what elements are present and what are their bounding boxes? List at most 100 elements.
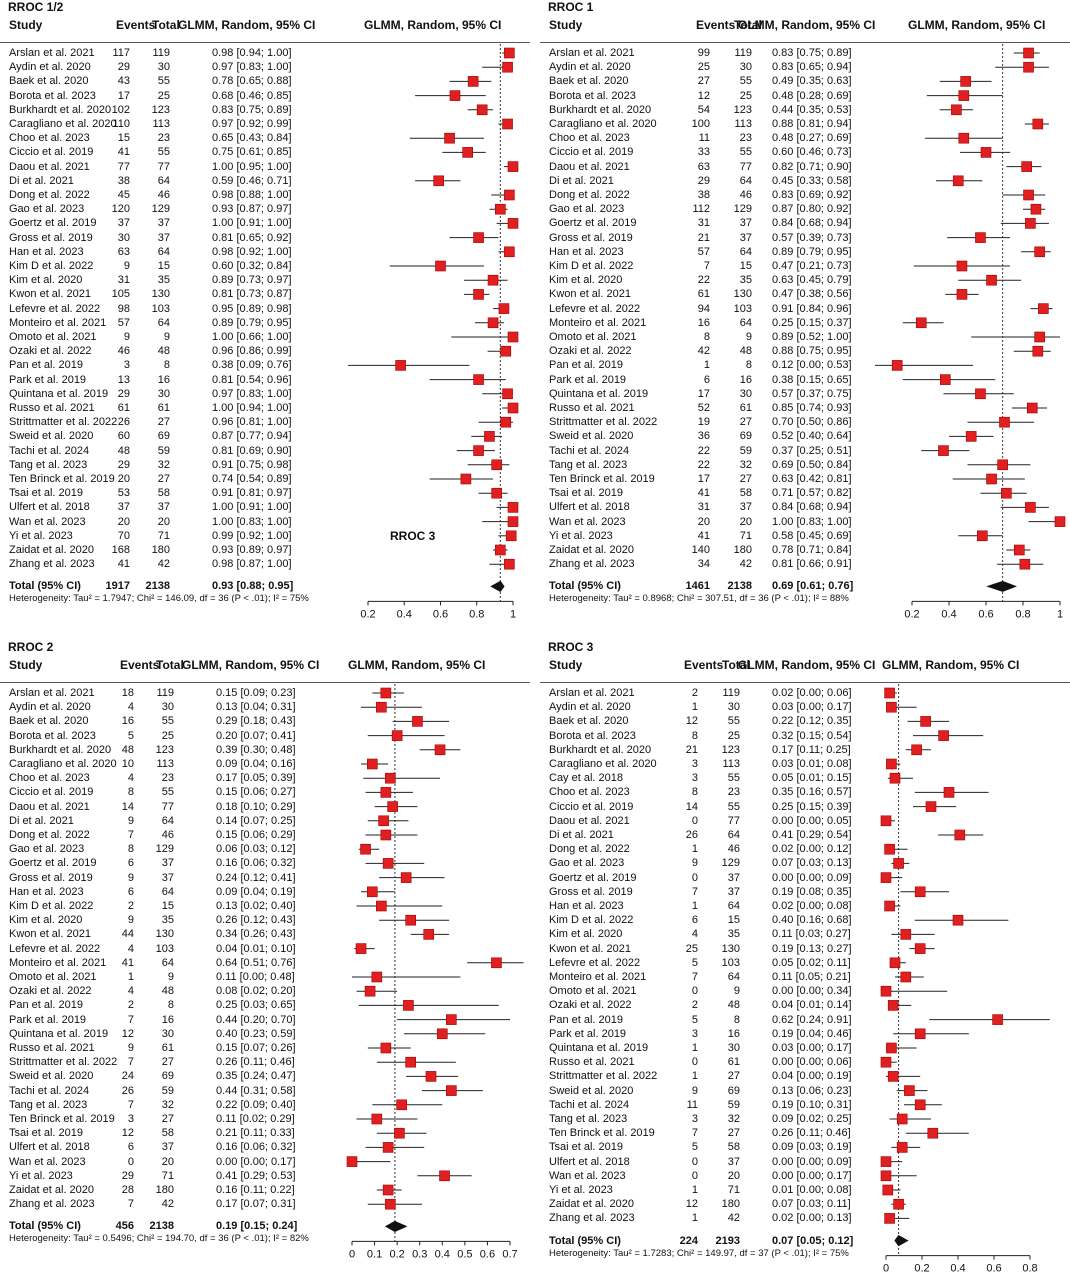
- ci-value: 0.87 [0.77; 0.94]: [212, 430, 292, 443]
- events-value: 48: [121, 743, 134, 756]
- total-value: 48: [161, 985, 174, 998]
- study-marker: [449, 90, 461, 101]
- total-value: 64: [739, 245, 752, 258]
- study-name: Burkhardt et al. 2020: [549, 743, 652, 756]
- study-name: Ten Brinck et al. 2019: [9, 473, 115, 485]
- ci-value: 0.15 [0.09; 0.23]: [216, 687, 296, 699]
- study-name: Kim et al. 2020: [9, 914, 83, 927]
- study-name: Borota et al. 2023: [549, 89, 636, 102]
- study-name: Monteiro et al. 2021: [9, 316, 107, 329]
- pooled-diamond: [384, 1220, 408, 1232]
- total-value: 35: [157, 274, 170, 287]
- ci-value: 0.22 [0.09; 0.40]: [216, 1098, 296, 1111]
- ci-value: 0.17 [0.05; 0.39]: [216, 772, 296, 785]
- panel-title: RROC 1/2: [8, 0, 64, 14]
- total-value: 27: [739, 473, 752, 485]
- study-name: Pan et al. 2019: [549, 359, 624, 372]
- total-value: 8: [745, 359, 752, 372]
- ci-value: 0.52 [0.40; 0.64]: [772, 430, 852, 443]
- study-row: Park et al. 2019 6 16 0.38 [0.15; 0.65]: [540, 373, 1070, 387]
- study-row: Lefevre et al. 2022 4 103 0.04 [0.01; 0.10]: [0, 942, 530, 956]
- study-name: Park et al. 2019: [9, 373, 87, 386]
- total-value: 35: [739, 274, 752, 287]
- study-marker: [507, 402, 519, 414]
- study-row: Daou et al. 2021 63 77 0.82 [0.71; 0.90]: [540, 160, 1070, 174]
- study-marker: [884, 900, 895, 912]
- total-value: 103: [733, 302, 752, 315]
- events-value: 2: [691, 687, 698, 699]
- events-value: 41: [697, 529, 710, 542]
- x-tick-label: 0.6: [433, 608, 448, 620]
- study-name: Arslan et al. 2021: [9, 687, 95, 699]
- study-marker: [880, 1170, 892, 1182]
- study-name: Tachi et al. 2024: [549, 1098, 630, 1111]
- ci-value: 0.41 [0.29; 0.54]: [772, 829, 852, 841]
- study-row: Omoto et al. 2021 8 9 0.89 [0.52; 1.00]: [540, 330, 1070, 344]
- study-marker: [473, 289, 484, 300]
- events-value: 22: [697, 444, 710, 457]
- study-marker: [943, 787, 955, 798]
- study-marker: [500, 345, 512, 357]
- events-value: 29: [121, 1169, 134, 1182]
- study-row: Choo et al. 2023 15 23 0.65 [0.43; 0.84]: [0, 131, 530, 145]
- total-value: 37: [157, 231, 170, 244]
- study-row: Yi et al. 2023 29 71 0.41 [0.29; 0.53]: [0, 1169, 530, 1183]
- ci-value: 0.21 [0.11; 0.33]: [216, 1127, 295, 1140]
- study-row: Wan et al. 2023 20 20 1.00 [0.83; 1.00]: [540, 515, 1070, 529]
- ci-value: 0.63 [0.42; 0.81]: [772, 473, 852, 485]
- total-value: 8: [733, 1013, 740, 1026]
- total-n: 2138: [145, 580, 170, 593]
- study-name: Kwon et al. 2021: [549, 288, 631, 301]
- study-row: Pan et al. 2019 2 8 0.25 [0.03; 0.65]: [0, 998, 530, 1012]
- header-total: Total: [734, 18, 762, 32]
- study-name: Kim et al. 2020: [549, 928, 623, 941]
- study-name: Omoto et al. 2021: [549, 985, 637, 998]
- total-value: 16: [727, 1027, 740, 1040]
- total-value: 32: [157, 458, 170, 471]
- pooled-diamond: [894, 1234, 909, 1247]
- ci-value: 0.83 [0.75; 0.89]: [212, 103, 292, 116]
- events-value: 3: [691, 772, 698, 785]
- study-name: Yi et al. 2023: [9, 1169, 73, 1182]
- forest-plot-svg: 0 0.2 0.4 0.6 0.8: [880, 684, 1050, 1275]
- study-marker: [502, 388, 513, 400]
- forest-plot-svg: 0.2 0.4 0.6 0.8 1: [875, 44, 1066, 620]
- pooled-diamond: [490, 580, 505, 593]
- study-row: Monteiro et al. 2021 16 64 0.25 [0.15; 0.37…: [540, 316, 1070, 330]
- events-value: 120: [111, 203, 130, 216]
- study-marker: [880, 872, 892, 883]
- total-value: 23: [161, 772, 174, 785]
- ci-value: 0.59 [0.46; 0.71]: [212, 174, 292, 187]
- ci-value: 1.00 [0.91; 1.00]: [212, 501, 292, 514]
- header-study: Study: [549, 18, 583, 32]
- total-value: 59: [739, 444, 752, 457]
- total-value: 55: [157, 75, 170, 88]
- ci-value: 0.09 [0.04; 0.16]: [216, 758, 296, 770]
- events-value: 14: [685, 800, 698, 813]
- study-marker: [1032, 118, 1044, 130]
- study-row: Russo et al. 2021 61 61 1.00 [0.94; 1.00]: [0, 401, 530, 415]
- study-marker: [914, 1099, 926, 1111]
- events-value: 7: [127, 1013, 134, 1026]
- ci-value: 0.07 [0.03; 0.13]: [772, 857, 852, 870]
- total-value: 180: [733, 544, 752, 556]
- study-row: Kwon et al. 2021 44 130 0.34 [0.26; 0.43]: [0, 927, 530, 941]
- events-value: 12: [685, 1198, 698, 1211]
- study-marker: [880, 1156, 892, 1167]
- ci-value: 0.99 [0.92; 1.00]: [212, 529, 292, 542]
- study-name: Di et al. 2021: [549, 174, 614, 187]
- total-value: 27: [161, 1056, 174, 1069]
- study-marker: [403, 1000, 414, 1011]
- study-marker: [1025, 218, 1036, 229]
- study-marker: [439, 1170, 450, 1182]
- study-name: Ten Brinck et al. 2019: [549, 473, 655, 485]
- total-value: 30: [727, 1042, 740, 1054]
- study-row: Di et al. 2021 38 64 0.59 [0.46; 0.71]: [0, 174, 530, 188]
- ci-value: 0.05 [0.01; 0.15]: [772, 772, 852, 785]
- study-row: Strittmatter et al. 2022 19 27 0.70 [0.50; …: [540, 415, 1070, 429]
- header-events: Events: [116, 18, 156, 32]
- events-value: 3: [127, 1113, 134, 1125]
- events-value: 25: [697, 61, 710, 74]
- study-name: Quintana et al. 2019: [9, 1027, 109, 1040]
- total-value: 48: [157, 345, 170, 358]
